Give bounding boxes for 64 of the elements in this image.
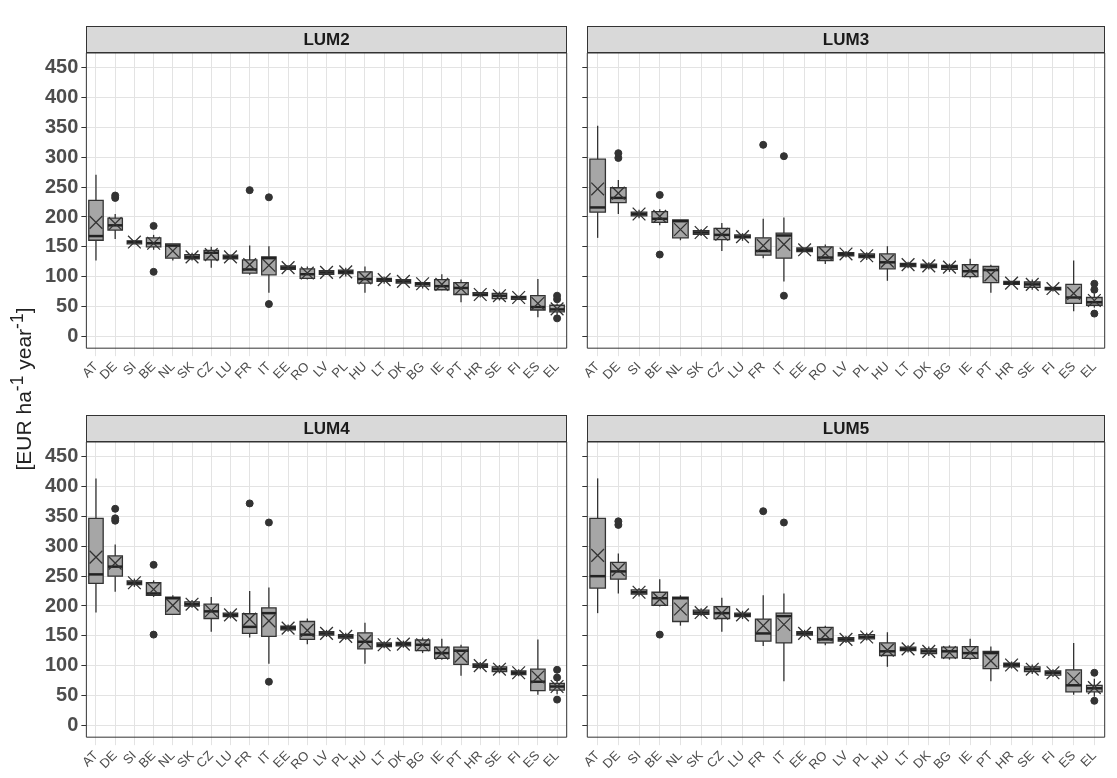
y-tick-label: 250 [44,563,79,586]
y-tick-label: 200 [44,204,79,227]
x-tick-label: FR [231,358,255,382]
x-tick-label: LU [724,747,748,771]
y-tick-label: 100 [44,264,79,287]
y-tick-label: 50 [56,682,79,705]
x-tick-label: CZ [193,747,216,771]
x-tick-label: EE [786,358,810,382]
x-tick-label: LT [892,358,913,380]
x-tick-label: FR [231,747,255,771]
x-tick-label: LT [368,747,389,769]
y-tick-label: 450 [44,55,79,78]
x-tick-label: BG [403,747,428,772]
y-tick-label: 400 [44,85,79,108]
y-tick-label: 50 [56,293,79,316]
x-tick-label: ES [1055,358,1079,382]
x-tick-label: BG [403,358,428,383]
x-tick-label: SE [1014,747,1038,771]
x-tick-label: ES [1055,747,1079,771]
x-tick-label: IE [427,358,447,379]
chart-title: LUM5 [587,415,1105,442]
x-tick-label: EL [1077,358,1099,381]
x-tick-label: IE [427,747,447,768]
y-tick-label: 450 [44,444,79,467]
x-tick-label: LU [724,358,748,382]
chart-title: LUM4 [86,415,567,442]
x-tick-label: SI [624,358,644,379]
x-tick-label: BE [641,358,665,382]
y-tick-label: 350 [44,504,79,527]
x-tick-label: CZ [193,358,216,382]
x-tick-label: LT [368,358,389,380]
x-tick-label: SI [624,747,644,768]
x-tick-label: IT [254,358,274,378]
y-tick-label: 0 [67,323,79,346]
x-tick-label: IE [955,747,976,768]
x-tick-label: FR [745,747,768,771]
y-tick-label: 150 [44,623,79,646]
chart-title: LUM3 [587,26,1105,53]
x-tick-label: EE [786,747,810,771]
x-tick-label: IE [955,358,976,379]
x-tick-label: LT [892,747,913,769]
x-tick-label: EL [1077,747,1099,770]
x-tick-label: FI [1038,358,1058,378]
x-tick-label: LV [829,358,851,380]
x-tick-label: FR [745,358,768,382]
y-tick-label: 300 [44,144,79,167]
x-tick-label: IT [769,747,789,767]
y-tick-label: 150 [44,234,79,257]
y-tick-label: 0 [67,712,79,735]
x-tick-label: IT [769,358,789,378]
y-tick-label: 100 [44,653,79,676]
y-tick-label: 350 [44,115,79,138]
x-tick-label: LV [829,747,851,769]
x-tick-label: FI [1038,747,1058,767]
x-tick-label: LV [310,358,332,380]
x-tick-label: LV [310,747,332,769]
x-tick-label: SE [1014,358,1038,382]
y-tick-label: 300 [44,533,79,556]
x-tick-label: BE [641,747,665,771]
y-tick-label: 200 [44,593,79,616]
x-tick-label: IT [254,747,274,767]
chart-title: LUM2 [86,26,567,53]
y-tick-label: 250 [44,174,79,197]
y-tick-label: 400 [44,474,79,497]
